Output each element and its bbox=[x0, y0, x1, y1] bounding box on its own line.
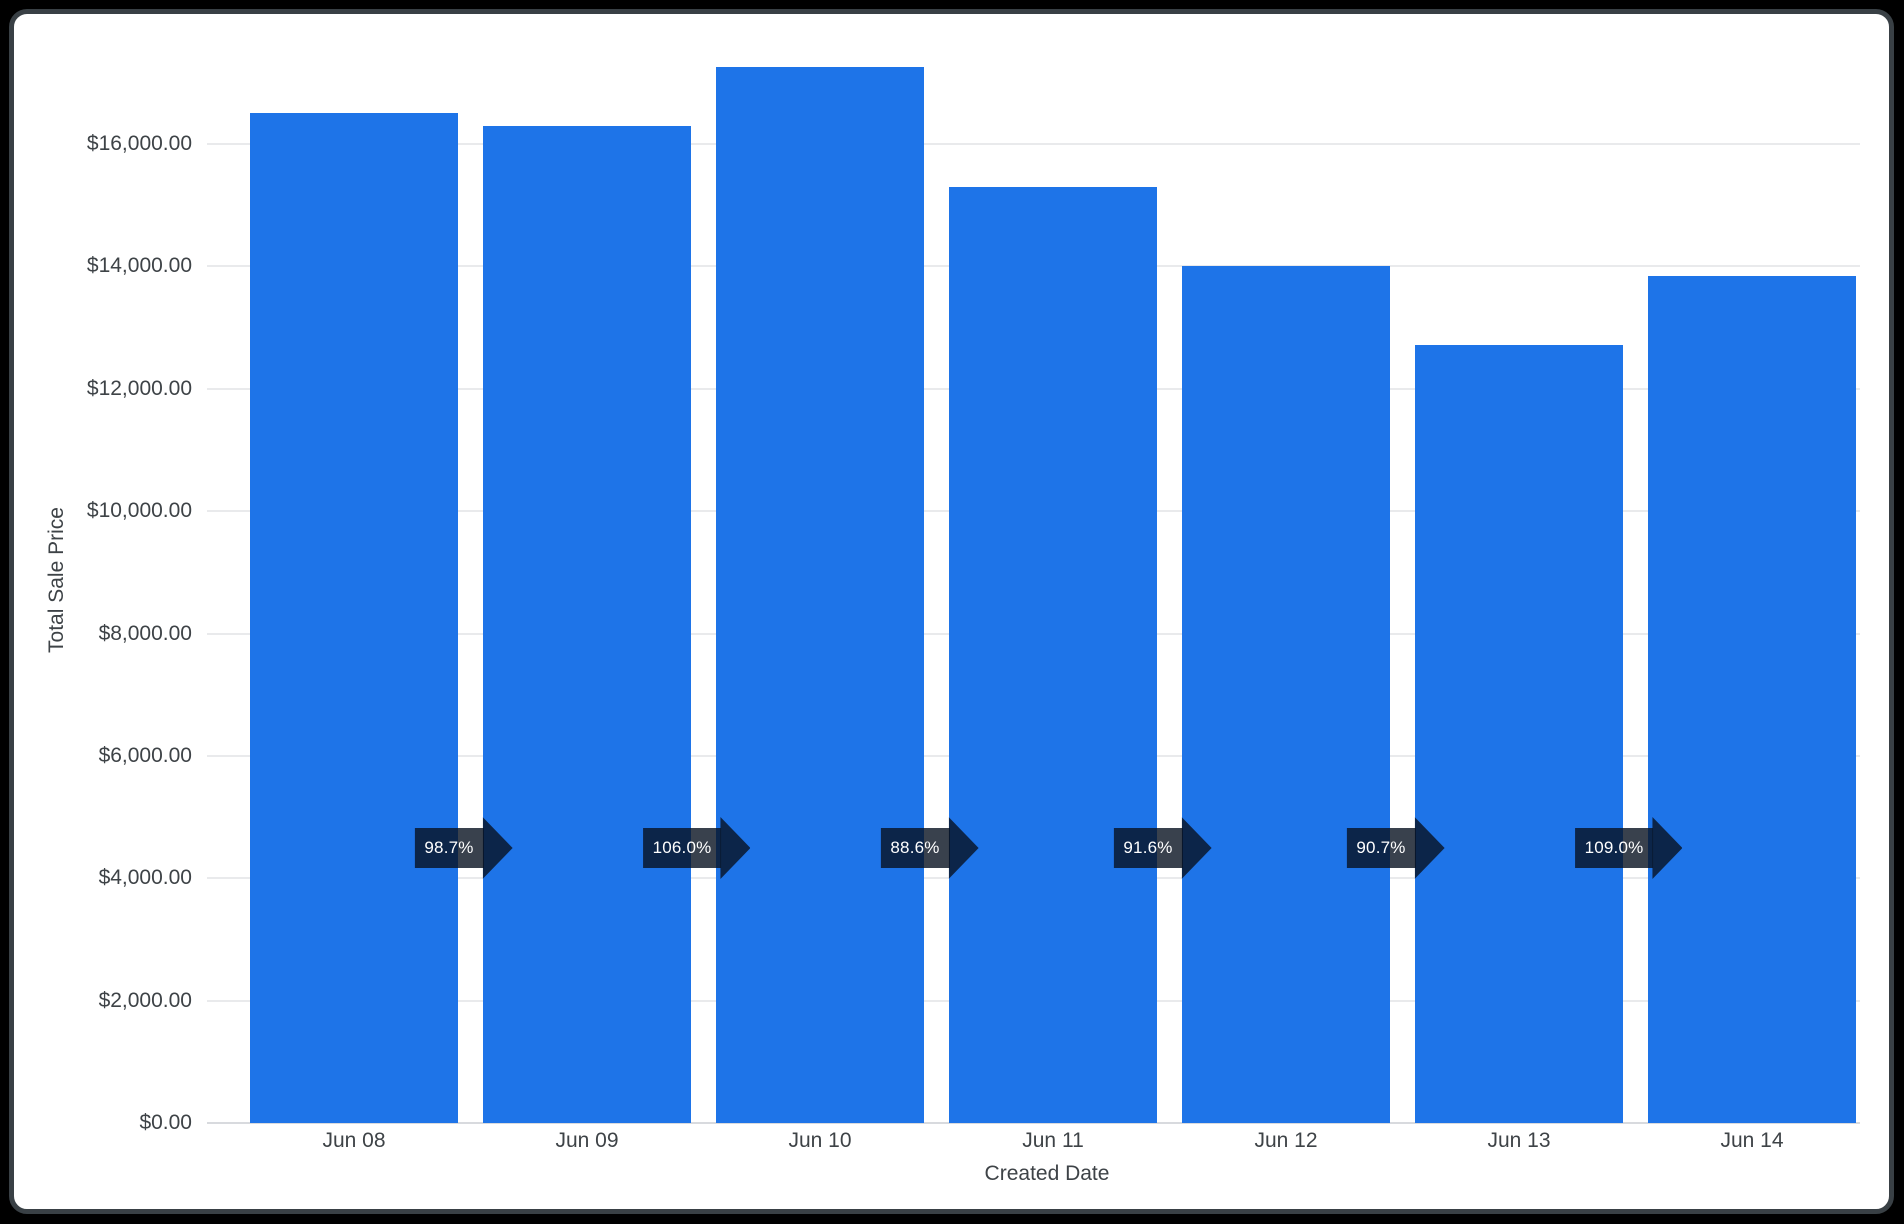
y-tick-label: $14,000.00 bbox=[86, 254, 192, 278]
growth-arrow-label: 109.0% bbox=[1574, 828, 1654, 868]
y-tick-label: $12,000.00 bbox=[86, 376, 192, 400]
x-axis-title: Created Date bbox=[984, 1162, 1110, 1185]
y-tick-label: $0.00 bbox=[139, 1111, 192, 1134]
x-tick-label: Jun 12 bbox=[1254, 1129, 1318, 1152]
growth-arrow: 88.6% bbox=[880, 817, 979, 879]
x-tick-label: Jun 11 bbox=[1022, 1129, 1084, 1152]
x-tick-label: Jun 09 bbox=[555, 1129, 619, 1152]
bar-jun-09[interactable] bbox=[483, 126, 691, 1123]
bar-jun-13[interactable] bbox=[1415, 345, 1623, 1123]
bar-jun-14[interactable] bbox=[1648, 275, 1856, 1123]
arrow-head-icon bbox=[1181, 817, 1212, 879]
gridline bbox=[207, 143, 1860, 145]
growth-arrow-label: 90.7% bbox=[1346, 828, 1416, 868]
growth-arrow: 90.7% bbox=[1346, 817, 1445, 879]
growth-arrow: 106.0% bbox=[642, 817, 751, 879]
bar-jun-08[interactable] bbox=[250, 113, 458, 1123]
y-axis-title: Total Sale Price bbox=[45, 507, 68, 653]
x-tick-label: Jun 10 bbox=[788, 1129, 852, 1152]
y-tick-label: $16,000.00 bbox=[86, 132, 192, 155]
growth-arrow-label: 106.0% bbox=[642, 828, 722, 868]
arrow-head-icon bbox=[720, 817, 751, 879]
x-axis-line bbox=[207, 1122, 1860, 1124]
y-tick-label: $6,000.00 bbox=[98, 743, 192, 767]
growth-arrow-label: 88.6% bbox=[880, 828, 950, 868]
x-tick-label: Jun 08 bbox=[322, 1129, 386, 1152]
bar-jun-10[interactable] bbox=[716, 66, 924, 1123]
x-tick-label: Jun 13 bbox=[1487, 1129, 1551, 1152]
bar-jun-12[interactable] bbox=[1182, 265, 1390, 1123]
growth-arrow-label: 91.6% bbox=[1113, 828, 1183, 868]
growth-arrow: 91.6% bbox=[1113, 817, 1212, 879]
arrow-head-icon bbox=[948, 817, 979, 879]
growth-arrow: 109.0% bbox=[1574, 817, 1683, 879]
arrow-head-icon bbox=[482, 817, 513, 879]
y-tick-label: $4,000.00 bbox=[98, 866, 192, 890]
x-tick-label: Jun 14 bbox=[1720, 1129, 1784, 1152]
growth-arrow: 98.7% bbox=[414, 817, 513, 879]
growth-arrow-label: 98.7% bbox=[414, 828, 484, 868]
arrow-head-icon bbox=[1652, 817, 1683, 879]
y-tick-label: $2,000.00 bbox=[98, 988, 192, 1012]
bar-jun-11[interactable] bbox=[949, 186, 1157, 1123]
y-tick-label: $10,000.00 bbox=[86, 499, 192, 523]
y-tick-label: $8,000.00 bbox=[98, 621, 192, 645]
arrow-head-icon bbox=[1414, 817, 1445, 879]
